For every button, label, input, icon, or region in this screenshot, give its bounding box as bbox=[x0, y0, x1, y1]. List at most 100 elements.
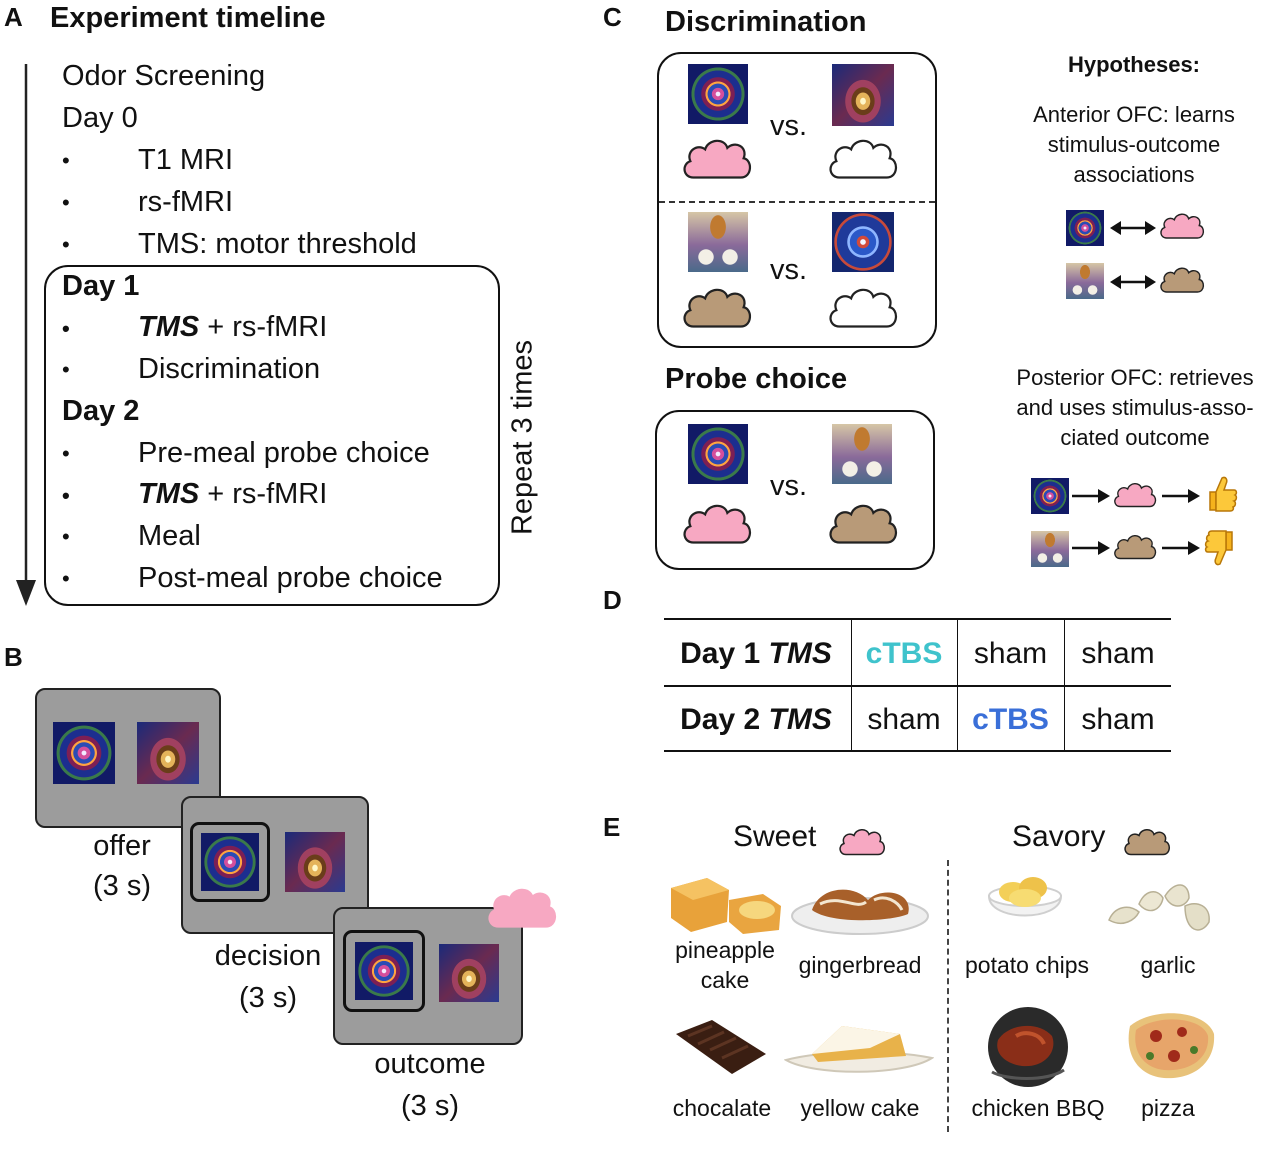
savory-cloud-icon bbox=[1122, 826, 1172, 858]
savory-cloud-icon bbox=[1112, 532, 1158, 562]
panel-b-letter: B bbox=[4, 642, 23, 672]
table-col-divider bbox=[957, 620, 958, 750]
bullet: • bbox=[62, 441, 70, 466]
panel-e-letter: E bbox=[603, 812, 621, 842]
sweet-cloud-icon bbox=[1112, 480, 1158, 510]
vs-label: vs. bbox=[770, 110, 808, 142]
pineapple-cake-image bbox=[671, 878, 781, 934]
gingerbread-label: gingerbread bbox=[798, 952, 922, 978]
table-cell-sham: sham bbox=[1081, 703, 1155, 736]
posterior-line-2: and uses stimulus-asso- bbox=[1016, 395, 1254, 420]
bullet: • bbox=[62, 357, 70, 382]
savory-cloud-icon bbox=[1158, 264, 1206, 296]
fractal-image bbox=[832, 424, 892, 484]
tms-rest: + rs-fMRI bbox=[199, 311, 328, 343]
yellow-cake-image bbox=[784, 1026, 934, 1073]
table-row-label: Day 1 TMS bbox=[664, 622, 848, 686]
day0-heading: Day 0 bbox=[62, 102, 138, 134]
day1-tms-item: TMS + rs-fMRI bbox=[138, 311, 327, 344]
row-tms-label: TMS bbox=[768, 637, 832, 670]
bullet: • bbox=[62, 232, 70, 257]
garlic-image bbox=[1108, 884, 1210, 931]
fractal-image bbox=[201, 833, 259, 891]
selection-frame bbox=[343, 930, 425, 1012]
tms-label: TMS bbox=[138, 478, 200, 510]
pineapple-label: pineapple bbox=[675, 937, 775, 963]
table-row-label: Day 2 TMS bbox=[664, 688, 848, 752]
day0-item-tms: TMS: motor threshold bbox=[138, 228, 417, 260]
row-tms-label: TMS bbox=[768, 703, 832, 736]
bullet: • bbox=[62, 524, 70, 549]
bidirectional-arrow-icon bbox=[1110, 221, 1156, 235]
day0-item-rsfmri: rs-fMRI bbox=[138, 186, 234, 218]
savory-title: Savory bbox=[1012, 820, 1106, 853]
anterior-line-2: stimulus-outcome bbox=[1047, 132, 1221, 157]
bullet: • bbox=[62, 148, 70, 173]
fractal-image bbox=[1066, 263, 1104, 299]
right-arrow-icon bbox=[1072, 541, 1110, 555]
day0-item-t1: T1 MRI bbox=[138, 144, 234, 176]
pair-divider bbox=[659, 201, 935, 203]
selection-frame bbox=[190, 822, 270, 902]
food-divider bbox=[947, 860, 949, 1132]
fractal-image bbox=[285, 832, 345, 892]
outcome-label: outcome bbox=[374, 1048, 486, 1080]
day2-post-meal: Post-meal probe choice bbox=[138, 562, 443, 594]
empty-cloud-icon bbox=[826, 284, 900, 332]
savory-cloud-icon bbox=[680, 284, 754, 332]
table-col-divider bbox=[1064, 620, 1065, 750]
offer-label: offer bbox=[93, 830, 151, 862]
thumbs-up-icon bbox=[1209, 476, 1238, 512]
vs-label: vs. bbox=[770, 254, 808, 286]
fractal-image bbox=[688, 212, 748, 272]
sweet-title: Sweet bbox=[733, 820, 817, 853]
fractal-image bbox=[1031, 531, 1069, 567]
pizza-label: pizza bbox=[1141, 1095, 1195, 1121]
fractal-image bbox=[832, 212, 894, 272]
bullet: • bbox=[62, 483, 70, 508]
row-day-label: Day 1 bbox=[680, 637, 769, 670]
right-arrow-icon bbox=[1162, 541, 1200, 555]
yellow-cake-label: yellow cake bbox=[800, 1095, 920, 1121]
posterior-line-1: Posterior OFC: retrieves bbox=[1016, 365, 1254, 390]
day2-pre-meal: Pre-meal probe choice bbox=[138, 437, 430, 469]
day2-tms-item: TMS + rs-fMRI bbox=[138, 478, 327, 511]
table-col-divider bbox=[851, 620, 852, 750]
anterior-line-3: associations bbox=[1073, 162, 1195, 187]
row-day-label: Day 2 bbox=[680, 703, 769, 736]
fractal-image bbox=[688, 424, 748, 484]
tms-rest: + rs-fMRI bbox=[199, 478, 328, 510]
chicken-bbq-image bbox=[988, 1007, 1068, 1087]
fractal-image bbox=[832, 64, 894, 126]
pizza-image bbox=[1128, 1013, 1215, 1079]
day1-heading: Day 1 bbox=[62, 270, 140, 302]
discrimination-box bbox=[657, 52, 937, 348]
probe-choice-title: Probe choice bbox=[665, 363, 848, 395]
sweet-cloud-icon bbox=[837, 826, 887, 858]
sweet-cloud-icon bbox=[1158, 210, 1206, 242]
vs-label: vs. bbox=[770, 470, 808, 502]
day2-meal: Meal bbox=[138, 520, 201, 552]
fractal-image bbox=[688, 64, 748, 124]
sweet-cloud-icon bbox=[680, 500, 754, 548]
table-rule-bottom bbox=[664, 750, 1171, 752]
panel-d-letter: D bbox=[603, 585, 622, 615]
chocolate-image bbox=[676, 1020, 766, 1074]
chicken-bbq-label: chicken BBQ bbox=[971, 1095, 1105, 1121]
fractal-image bbox=[355, 942, 413, 1000]
timeline-title: Experiment timeline bbox=[50, 2, 326, 34]
table-cell-sham: sham bbox=[867, 703, 941, 736]
cake-label: cake bbox=[700, 967, 750, 993]
potato-chips-image bbox=[987, 877, 1063, 917]
table-cell-ctbs: cTBS bbox=[865, 637, 943, 670]
thumbs-down-icon bbox=[1204, 530, 1233, 566]
panel-a-letter: A bbox=[4, 2, 23, 32]
tms-label: TMS bbox=[138, 311, 200, 343]
fractal-image bbox=[1031, 478, 1069, 514]
panel-c-letter: C bbox=[603, 2, 622, 32]
repeat-label: Repeat 3 times bbox=[506, 339, 539, 536]
repeat-box bbox=[44, 265, 500, 606]
savory-cloud-icon bbox=[826, 500, 900, 548]
decision-label: decision bbox=[214, 940, 322, 972]
outcome-duration: (3 s) bbox=[401, 1090, 459, 1122]
